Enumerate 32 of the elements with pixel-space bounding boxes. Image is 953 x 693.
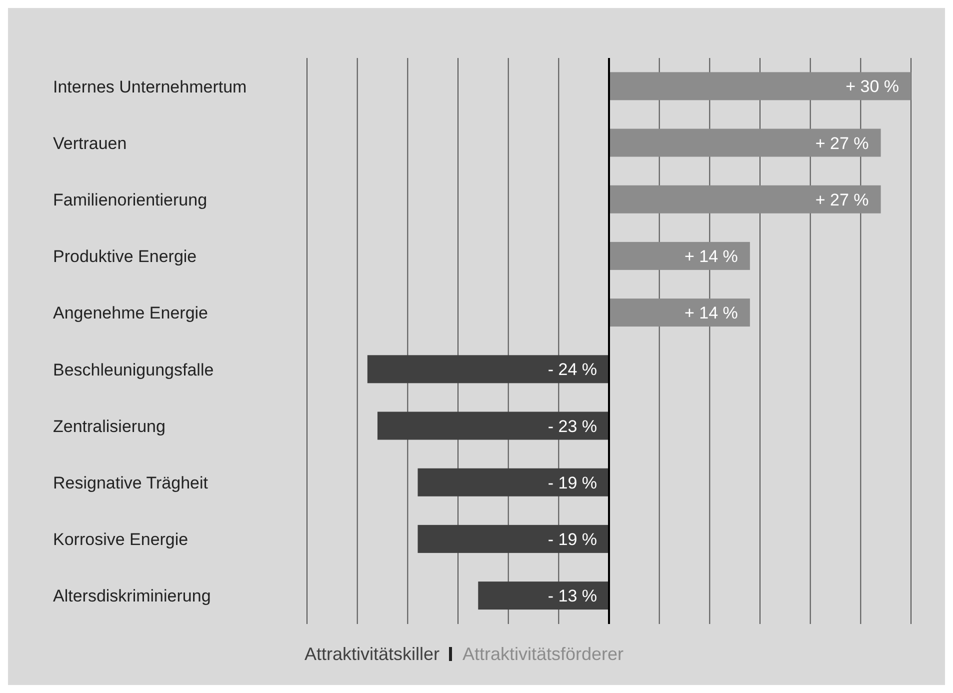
- y-tick-label: Internes Unternehmertum: [53, 77, 247, 96]
- bar: [609, 298, 750, 327]
- data-label: - 19 %: [548, 473, 597, 492]
- bar: [418, 468, 609, 496]
- data-label: - 13 %: [548, 586, 597, 606]
- bar: [478, 582, 609, 610]
- data-label: + 27 %: [815, 190, 869, 210]
- data-label: - 24 %: [548, 360, 597, 380]
- y-tick-label: Altersdiskriminierung: [53, 586, 211, 606]
- y-tick-label: Vertrauen: [53, 134, 127, 153]
- y-tick-label: Beschleunigungsfalle: [53, 360, 214, 380]
- y-tick-label: Resignative Trägheit: [53, 474, 208, 492]
- data-label: + 27 %: [815, 134, 869, 153]
- bar: [609, 128, 881, 157]
- bar: [367, 355, 609, 384]
- data-label: + 14 %: [684, 304, 738, 323]
- data-label: + 30 %: [846, 77, 899, 96]
- bar: [609, 185, 881, 214]
- bar: [377, 412, 609, 440]
- y-tick-label: Familienorientierung: [53, 190, 208, 210]
- text: Attraktivitätskiller: [304, 644, 440, 664]
- text: Attraktivitätsförderer: [462, 644, 624, 664]
- bar: [418, 524, 609, 553]
- data-label: + 14 %: [684, 246, 738, 266]
- data-label: - 23 %: [548, 416, 597, 436]
- y-tick-label: Korrosive Energie: [53, 530, 188, 550]
- y-tick-label: Zentralisierung: [53, 416, 166, 436]
- data-label: - 19 %: [548, 530, 597, 549]
- y-tick-label: Produktive Energie: [53, 247, 197, 266]
- bar: [609, 72, 911, 100]
- bar: [609, 242, 750, 270]
- y-tick-label: Angenehme Energie: [53, 304, 208, 323]
